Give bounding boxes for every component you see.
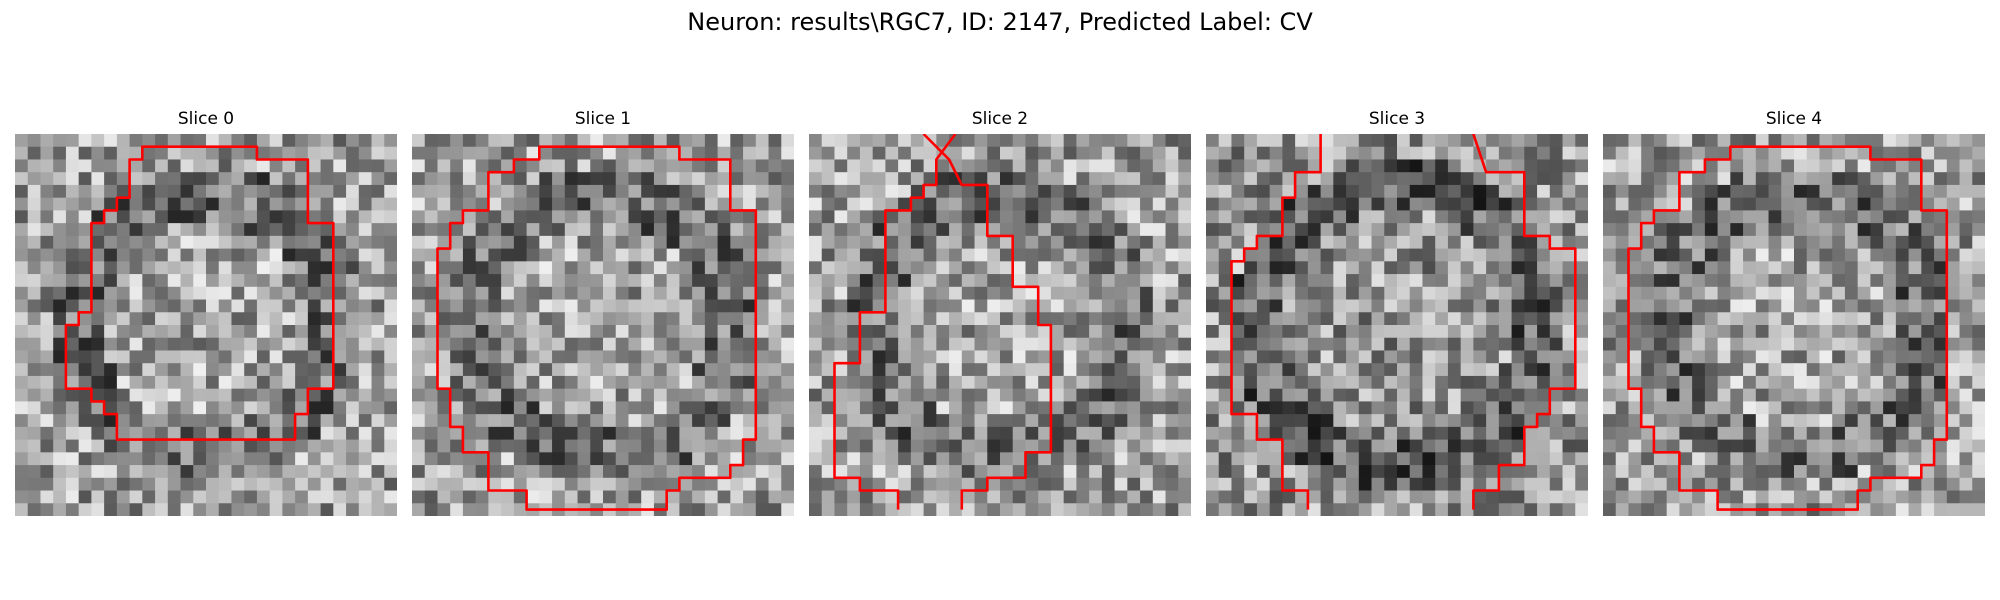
segmentation-contour <box>436 145 758 511</box>
slice-title: Slice 3 <box>1368 109 1426 129</box>
slice-image <box>1603 134 1985 516</box>
segmentation-contour <box>64 145 335 441</box>
slice-image <box>412 134 794 516</box>
slice-panel-3: Slice 3 <box>1206 108 1588 516</box>
segmentation-contour <box>1627 145 1949 511</box>
contour-line <box>436 145 758 511</box>
slice-panel-1: Slice 1 <box>412 108 794 516</box>
slice-panel-4: Slice 4 <box>1603 108 1985 516</box>
slice-title: Slice 2 <box>971 109 1029 129</box>
slice-image <box>15 134 397 516</box>
slice-image <box>809 134 1191 516</box>
slice-title: Slice 4 <box>1765 109 1823 129</box>
slice-image <box>1206 134 1588 516</box>
slice-title: Slice 1 <box>574 109 632 129</box>
contour-line <box>833 134 957 510</box>
contour-line <box>1472 134 1577 510</box>
slice-title: Slice 0 <box>177 109 235 129</box>
segmentation-contour <box>1230 134 1577 510</box>
contour-line <box>1627 145 1949 511</box>
contour-line <box>64 145 335 441</box>
figure-title: Neuron: results\RGC7, ID: 2147, Predicte… <box>687 8 1313 36</box>
slice-panel-2: Slice 2 <box>809 108 1191 516</box>
slice-panel-0: Slice 0 <box>15 108 397 516</box>
contour-line <box>1230 134 1322 510</box>
contour-line <box>922 134 1053 510</box>
segmentation-contour <box>833 134 1053 510</box>
